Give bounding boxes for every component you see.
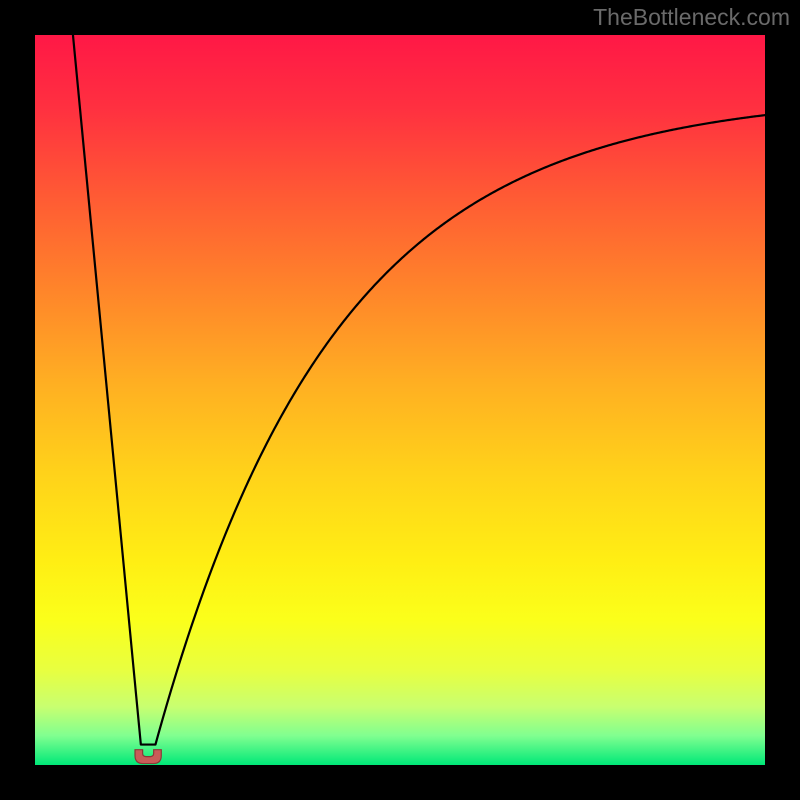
bottleneck-chart xyxy=(0,0,800,800)
chart-container: TheBottleneck.com xyxy=(0,0,800,800)
watermark-text: TheBottleneck.com xyxy=(593,4,790,31)
plot-background-gradient xyxy=(35,35,765,765)
